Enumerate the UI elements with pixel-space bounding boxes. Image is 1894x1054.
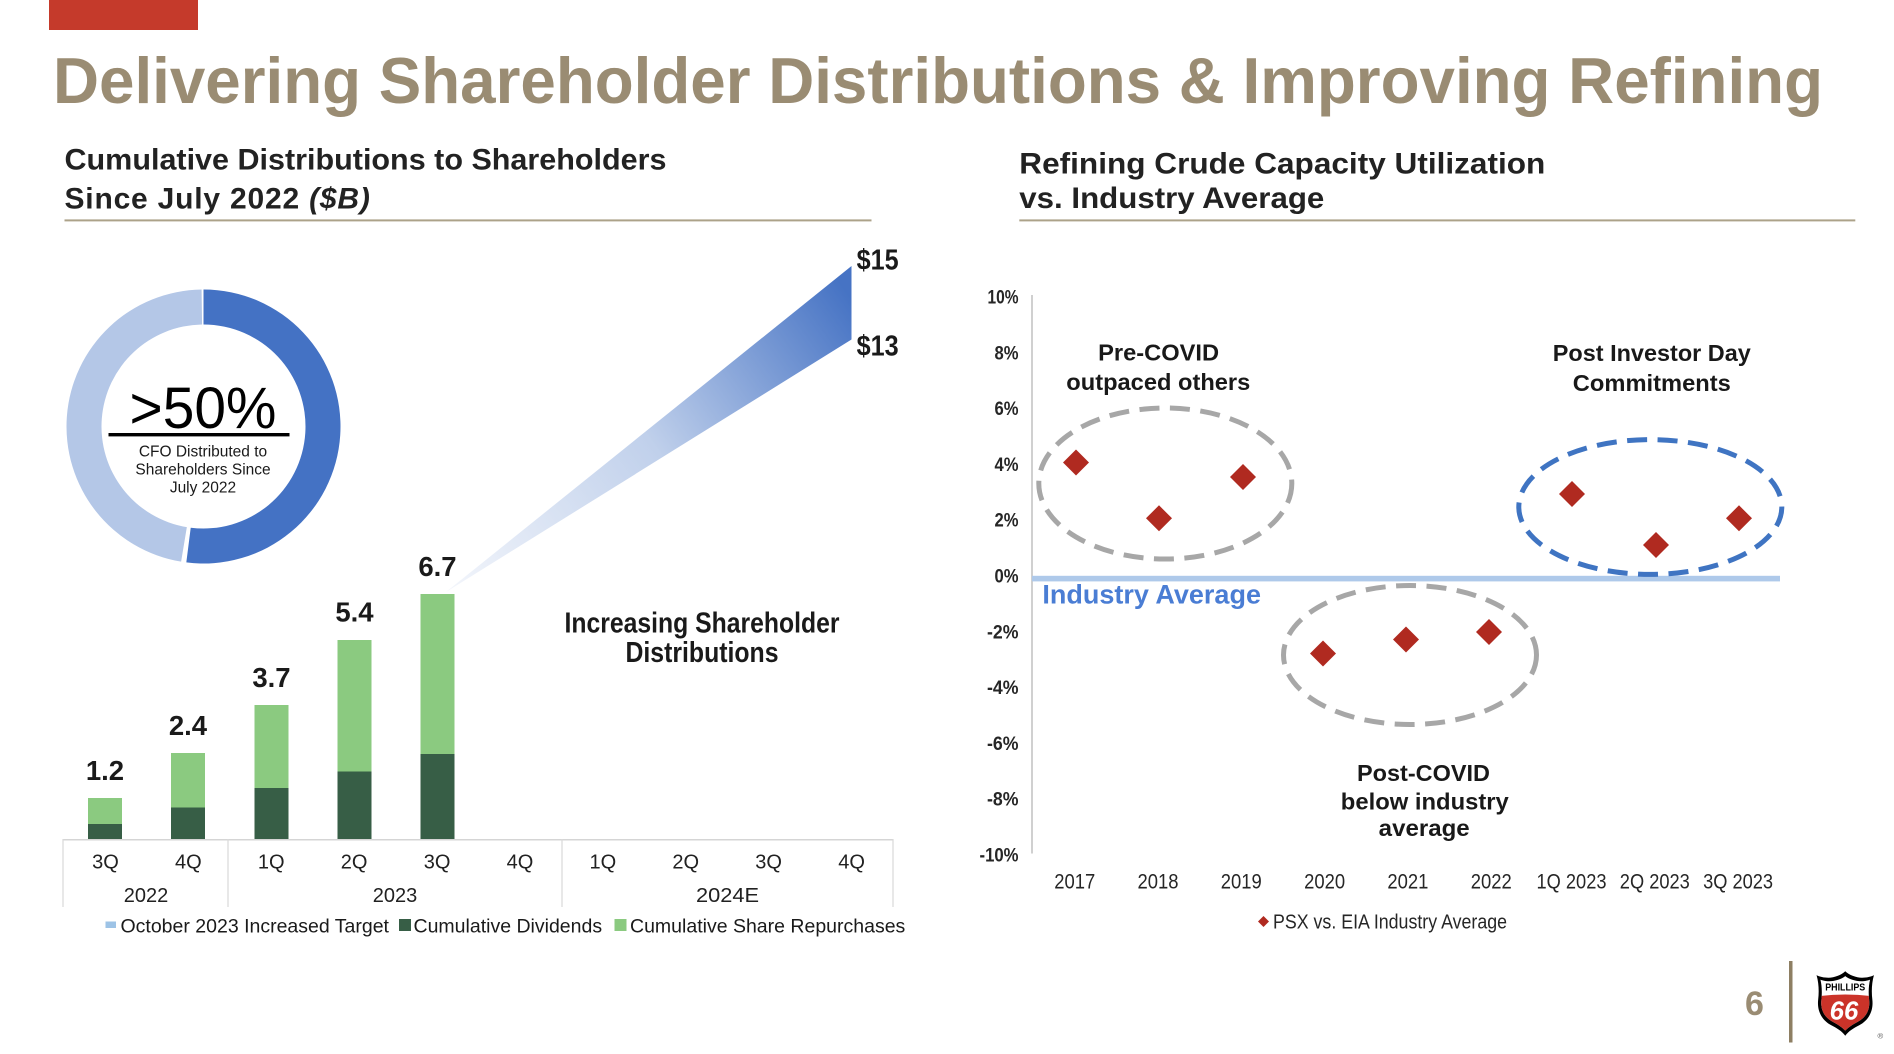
svg-text:Refining Crude Capacity Utiliz: Refining Crude Capacity Utilization: [1019, 148, 1545, 181]
svg-text:2022: 2022: [124, 885, 169, 907]
svg-text:1Q 2023: 1Q 2023: [1537, 871, 1607, 894]
svg-text:1Q: 1Q: [258, 852, 285, 874]
svg-text:Delivering Shareholder Distrib: Delivering Shareholder Distributions & I…: [53, 44, 1823, 117]
svg-text:10%: 10%: [988, 287, 1019, 308]
svg-text:PHILLIPS: PHILLIPS: [1825, 983, 1865, 994]
svg-text:Shareholders Since: Shareholders Since: [135, 462, 270, 479]
svg-text:Cumulative Dividends: Cumulative Dividends: [414, 916, 603, 938]
svg-text:2021: 2021: [1387, 871, 1428, 894]
svg-text:6%: 6%: [995, 399, 1019, 420]
svg-text:3.7: 3.7: [252, 662, 290, 693]
svg-text:-2%: -2%: [987, 622, 1019, 643]
svg-text:2Q: 2Q: [341, 852, 368, 874]
svg-text:Post Investor Day: Post Investor Day: [1553, 340, 1751, 366]
svg-text:2017: 2017: [1054, 871, 1095, 894]
svg-text:6.7: 6.7: [418, 551, 456, 582]
svg-text:Cumulative Share Repurchases: Cumulative Share Repurchases: [630, 916, 906, 938]
svg-text:2.4: 2.4: [169, 710, 208, 741]
svg-text:2Q 2023: 2Q 2023: [1620, 871, 1690, 894]
svg-text:$15: $15: [857, 245, 899, 277]
svg-text:5.4: 5.4: [335, 597, 374, 628]
svg-text:below industry: below industry: [1341, 788, 1509, 814]
svg-text:Distributions: Distributions: [626, 637, 779, 669]
svg-text:6: 6: [1745, 985, 1764, 1023]
svg-text:Commitments: Commitments: [1573, 370, 1731, 396]
svg-text:Pre-COVID: Pre-COVID: [1098, 340, 1219, 366]
svg-text:3Q: 3Q: [424, 852, 451, 874]
svg-text:2019: 2019: [1221, 871, 1262, 894]
svg-text:1.2: 1.2: [86, 755, 124, 786]
svg-text:October 2023 Increased Target: October 2023 Increased Target: [121, 916, 390, 938]
svg-text:Industry Average: Industry Average: [1042, 579, 1261, 609]
svg-text:4%: 4%: [995, 455, 1019, 476]
svg-text:vs. Industry Average: vs. Industry Average: [1019, 182, 1324, 215]
svg-text:CFO Distributed to: CFO Distributed to: [139, 444, 267, 461]
svg-text:2%: 2%: [995, 511, 1019, 532]
svg-text:4Q: 4Q: [175, 852, 202, 874]
svg-text:2020: 2020: [1304, 871, 1345, 894]
svg-text:2022: 2022: [1471, 871, 1512, 894]
svg-text:3Q: 3Q: [755, 852, 782, 874]
svg-text:66: 66: [1830, 997, 1859, 1025]
svg-text:$13: $13: [857, 330, 899, 362]
svg-text:2023: 2023: [373, 885, 418, 907]
svg-text:4Q: 4Q: [838, 852, 865, 874]
svg-text:8%: 8%: [995, 343, 1019, 364]
svg-text:July 2022: July 2022: [170, 480, 236, 497]
svg-text:Increasing Shareholder: Increasing Shareholder: [565, 608, 840, 640]
svg-text:2018: 2018: [1138, 871, 1179, 894]
svg-text:Post-COVID: Post-COVID: [1357, 760, 1490, 786]
svg-text:>50%: >50%: [130, 376, 277, 441]
svg-text:Cumulative Distributions to Sh: Cumulative Distributions to Shareholders: [65, 143, 667, 176]
svg-text:-8%: -8%: [987, 790, 1019, 811]
svg-text:-10%: -10%: [980, 845, 1019, 866]
svg-text:0%: 0%: [995, 566, 1019, 587]
svg-text:3Q 2023: 3Q 2023: [1703, 871, 1773, 894]
svg-text:2024E: 2024E: [696, 885, 759, 907]
svg-text:2Q: 2Q: [672, 852, 699, 874]
svg-text:3Q: 3Q: [92, 852, 119, 874]
svg-text:-6%: -6%: [987, 734, 1019, 755]
svg-text:4Q: 4Q: [507, 852, 534, 874]
svg-text:Since July 2022 ($B): Since July 2022 ($B): [65, 183, 371, 216]
svg-text:average: average: [1379, 815, 1470, 841]
svg-text:PSX vs. EIA Industry Average: PSX vs. EIA Industry Average: [1273, 912, 1507, 934]
svg-text:®: ®: [1878, 1031, 1884, 1040]
svg-text:outpaced others: outpaced others: [1066, 369, 1250, 395]
svg-text:-4%: -4%: [987, 678, 1019, 699]
svg-text:1Q: 1Q: [590, 852, 617, 874]
